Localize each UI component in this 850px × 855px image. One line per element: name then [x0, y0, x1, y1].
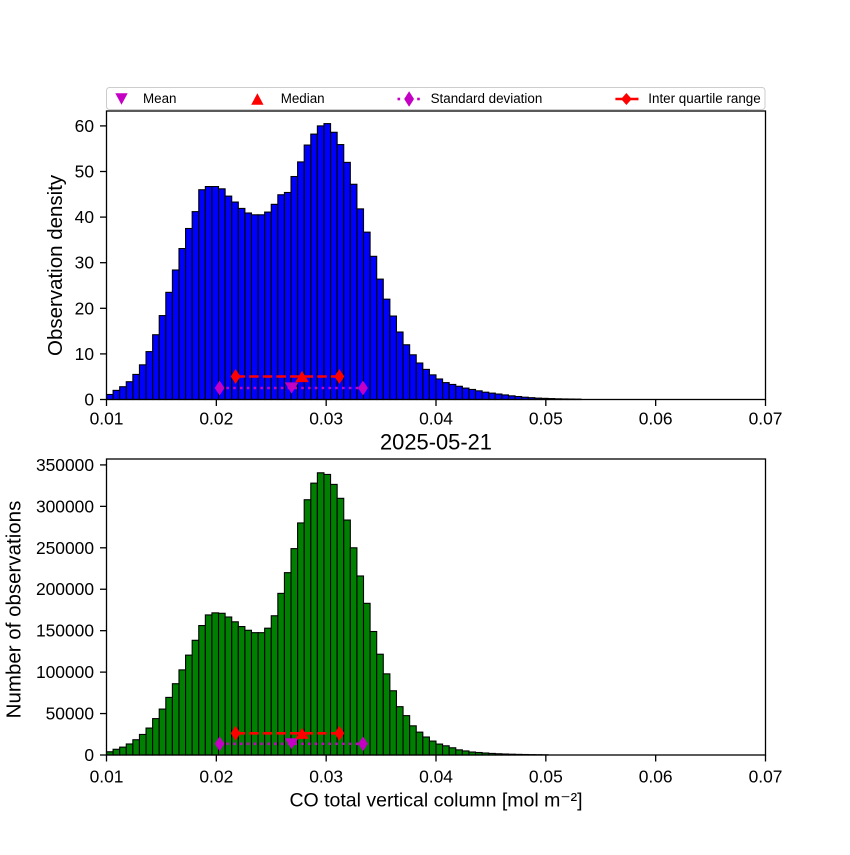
svg-text:0.06: 0.06 [639, 766, 673, 786]
svg-text:0.02: 0.02 [199, 766, 233, 786]
svg-text:0: 0 [84, 745, 94, 765]
svg-text:Mean: Mean [143, 91, 177, 106]
svg-text:0.07: 0.07 [749, 766, 783, 786]
svg-text:350000: 350000 [36, 455, 94, 475]
svg-text:Observation density: Observation density [44, 174, 67, 356]
svg-text:100000: 100000 [36, 662, 94, 682]
svg-text:0.04: 0.04 [419, 766, 453, 786]
svg-text:300000: 300000 [36, 496, 94, 516]
svg-text:Median: Median [281, 91, 325, 106]
svg-text:CO total vertical column [mol: CO total vertical column [mol m⁻²] [289, 789, 582, 811]
svg-text:150000: 150000 [36, 621, 94, 641]
svg-text:30: 30 [75, 253, 94, 273]
svg-text:2025-05-21: 2025-05-21 [380, 430, 492, 455]
svg-text:0.03: 0.03 [309, 409, 343, 429]
svg-text:0.04: 0.04 [419, 409, 453, 429]
svg-text:50000: 50000 [46, 704, 94, 724]
svg-text:0: 0 [84, 390, 94, 410]
svg-text:40: 40 [75, 207, 94, 227]
svg-text:Number of observations: Number of observations [3, 501, 26, 719]
svg-text:Standard deviation: Standard deviation [431, 91, 543, 106]
svg-text:Inter quartile range: Inter quartile range [648, 91, 760, 106]
svg-text:50: 50 [75, 162, 94, 182]
svg-text:0.01: 0.01 [90, 409, 124, 429]
svg-text:20: 20 [75, 298, 94, 318]
svg-text:60: 60 [75, 116, 94, 136]
svg-text:0.07: 0.07 [749, 409, 783, 429]
svg-text:250000: 250000 [36, 538, 94, 558]
svg-text:0.02: 0.02 [199, 409, 233, 429]
svg-text:0.05: 0.05 [529, 766, 563, 786]
svg-text:0.06: 0.06 [639, 409, 673, 429]
svg-text:0.05: 0.05 [529, 409, 563, 429]
svg-text:200000: 200000 [36, 579, 94, 599]
svg-text:10: 10 [75, 344, 94, 364]
svg-text:0.01: 0.01 [90, 766, 124, 786]
svg-text:0.03: 0.03 [309, 766, 343, 786]
